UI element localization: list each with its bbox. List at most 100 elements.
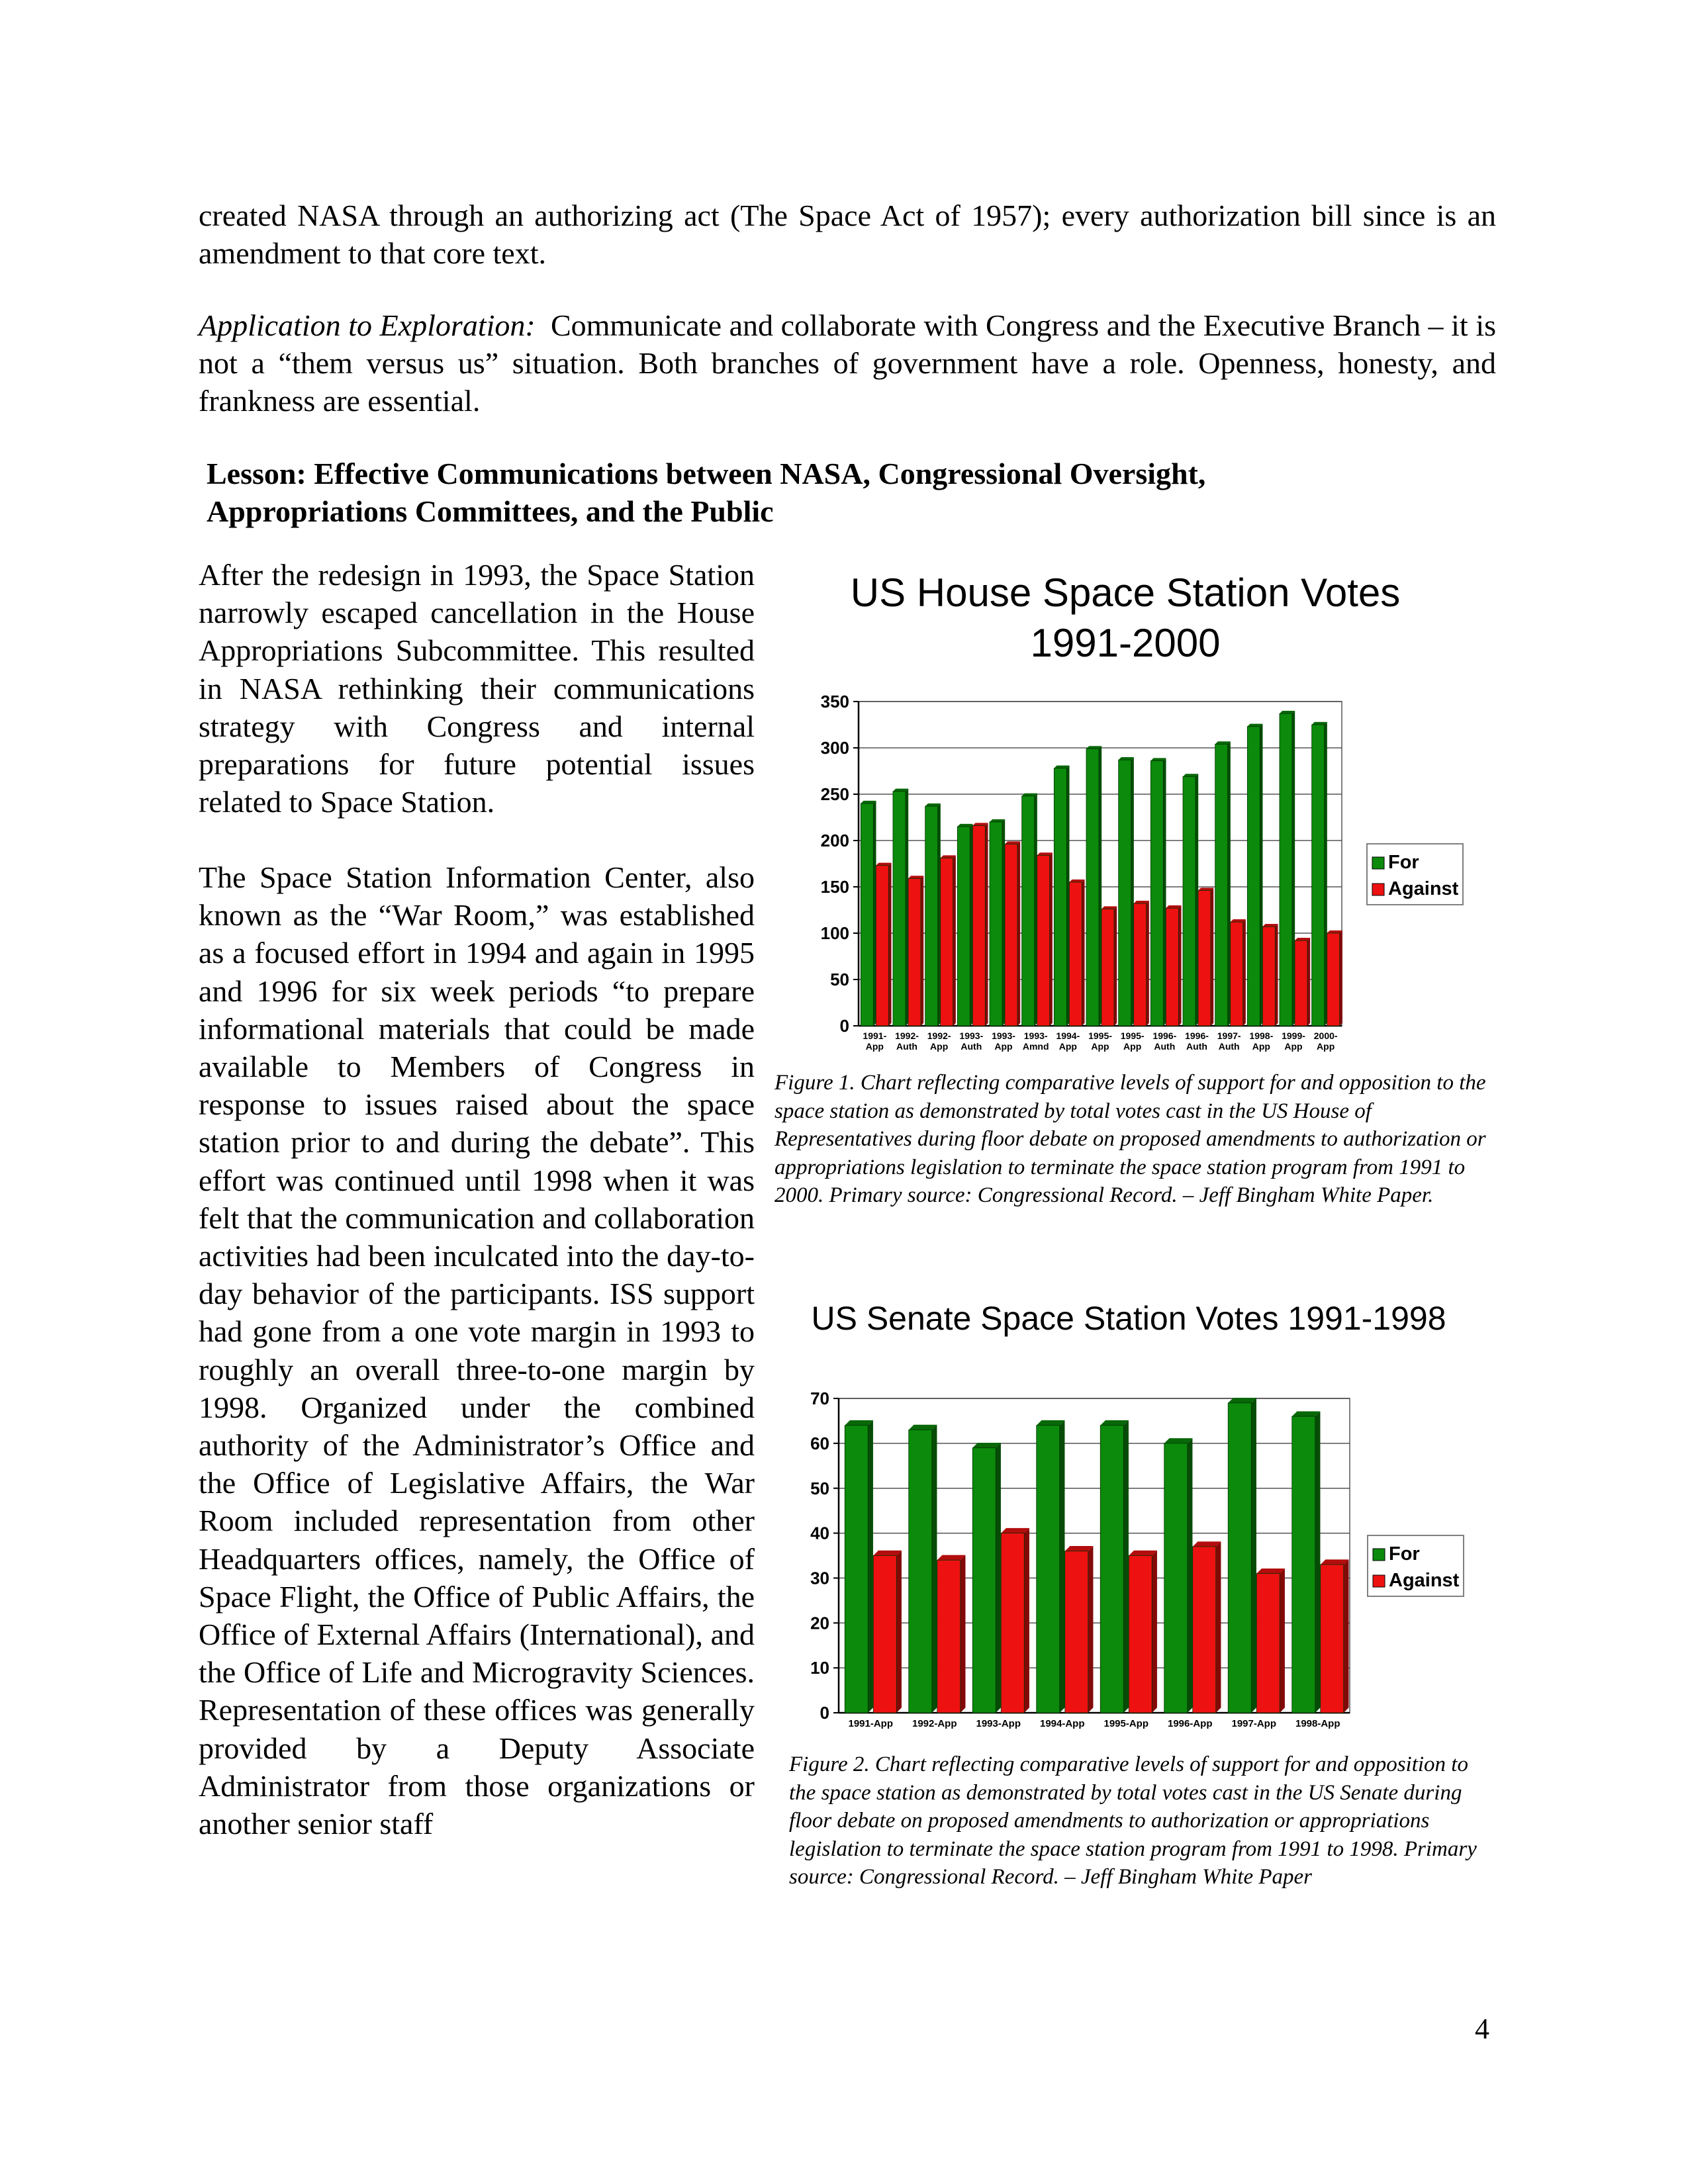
bar-side [1123, 1420, 1129, 1713]
x-tick-label: Auth [1219, 1041, 1240, 1052]
y-tick-label: 40 [810, 1524, 829, 1543]
bar-top [1228, 1398, 1256, 1403]
bar-top [1295, 938, 1311, 941]
house-chart-title: US House Space Station Votes 1991-2000 [794, 568, 1456, 668]
for-bar [1279, 713, 1293, 1026]
x-tick-label: App [1123, 1041, 1141, 1052]
bar-top [1166, 905, 1182, 909]
bar-top [1164, 1438, 1193, 1443]
bar-top [845, 1420, 873, 1426]
bar-side [1163, 758, 1166, 1026]
for-bar [860, 803, 874, 1026]
against-bar [940, 858, 954, 1026]
for-bar [844, 1425, 868, 1713]
for-bar [1215, 744, 1229, 1026]
legend-label: For [1388, 852, 1419, 873]
bar-side [1066, 765, 1070, 1026]
bar-top [1320, 1559, 1349, 1565]
for-bar [892, 791, 906, 1026]
page-number: 4 [1475, 2013, 1489, 2045]
y-tick-label: 50 [830, 970, 849, 989]
x-tick-label: 1993-App [976, 1718, 1021, 1729]
x-tick-label: 1995- [1121, 1030, 1145, 1041]
x-tick-label: 1999- [1282, 1030, 1305, 1041]
bar-side [1215, 1541, 1221, 1713]
bar-side [1196, 774, 1199, 1026]
figure1-caption: Figure 1. Chart reflecting comparative l… [774, 1071, 1486, 1207]
for-bar [1182, 776, 1196, 1026]
bar-side [931, 1424, 937, 1713]
y-tick-label: 0 [840, 1016, 849, 1036]
bar-side [1002, 819, 1006, 1026]
legend-swatch [1372, 856, 1385, 870]
for-bar [1164, 1443, 1188, 1713]
x-tick-label: 1993- [992, 1030, 1015, 1041]
x-tick-label: 1996- [1185, 1030, 1209, 1041]
bar-side [1260, 723, 1263, 1026]
bar-side [888, 862, 892, 1026]
for-bar [1053, 768, 1067, 1026]
bar-top [925, 803, 941, 807]
bar-top [1129, 1550, 1157, 1556]
bar-top [1311, 721, 1327, 725]
against-bar [908, 878, 921, 1026]
bar-side [1275, 924, 1278, 1026]
bar-top [1150, 758, 1166, 761]
x-tick-label: 1995-App [1103, 1718, 1149, 1729]
bar-top [1118, 757, 1134, 760]
against-bar [1230, 921, 1244, 1026]
bar-side [1088, 1546, 1094, 1713]
bar-top [1100, 1420, 1129, 1426]
bar-side [906, 788, 909, 1026]
y-tick-label: 50 [810, 1479, 829, 1498]
bar-top [1247, 723, 1263, 727]
bar-side [1131, 757, 1134, 1026]
bar-side [960, 1555, 966, 1713]
against-bar [1165, 907, 1179, 1026]
legend-label: For [1389, 1543, 1420, 1565]
legend-swatch [1372, 1574, 1385, 1588]
against-bar [1128, 1555, 1152, 1713]
against-bar [1262, 926, 1276, 1026]
bar-side [1307, 938, 1311, 1026]
against-bar [1197, 890, 1211, 1026]
y-tick-label: 70 [810, 1388, 829, 1408]
legend-swatch [1372, 883, 1385, 896]
against-bar [1068, 882, 1082, 1026]
bar-top [1280, 711, 1295, 714]
x-tick-label: App [1252, 1041, 1270, 1052]
intro-continuation: created NASA through an authorizing act … [199, 199, 1496, 270]
lesson-heading: Lesson: Effective Communications between… [207, 457, 1206, 528]
bar-top [937, 1555, 966, 1561]
for-bar [1118, 759, 1132, 1026]
bar-side [996, 1442, 1001, 1713]
x-tick-label: App [1317, 1041, 1335, 1052]
against-bar [1320, 1564, 1344, 1713]
against-bar [875, 865, 889, 1026]
for-bar [1086, 749, 1100, 1026]
bar-top [1005, 841, 1021, 844]
against-bar [1192, 1546, 1217, 1713]
x-tick-label: App [994, 1041, 1012, 1052]
bar-top [940, 855, 956, 858]
bar-top [1086, 746, 1102, 749]
bar-side [937, 803, 941, 1026]
bar-side [1227, 741, 1231, 1026]
bar-top [893, 788, 909, 792]
y-tick-label: 250 [821, 784, 849, 804]
against-bar [972, 825, 986, 1026]
house-chart-title-line2: 1991-2000 [1030, 621, 1221, 665]
application-label: Application to Exploration: [199, 308, 536, 342]
bar-side [1099, 746, 1102, 1026]
bar-top [972, 823, 988, 826]
body-paragraph-1: After the redesign in 1993, the Space St… [199, 558, 755, 819]
application-text: Communicate and collaborate with Congres… [199, 308, 1497, 418]
y-tick-label: 350 [821, 692, 849, 711]
legend-label: Against [1389, 1570, 1460, 1591]
for-bar [989, 821, 1003, 1026]
body-paragraph-2: The Space Station Information Center, al… [199, 860, 755, 1841]
y-tick-label: 10 [810, 1658, 829, 1678]
against-bar [1037, 854, 1051, 1026]
bar-side [868, 1420, 873, 1713]
bar-top [1021, 793, 1037, 796]
